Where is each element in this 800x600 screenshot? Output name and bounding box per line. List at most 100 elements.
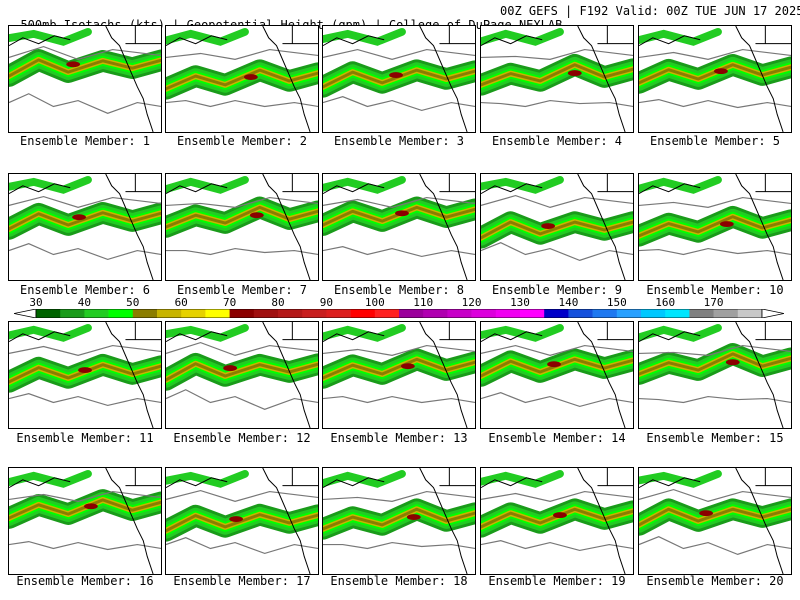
coastline [262, 26, 311, 132]
jet-streak-band [323, 507, 475, 531]
political-border [755, 468, 791, 487]
ensemble-member-caption: Ensemble Member: 11 [16, 431, 154, 445]
height-contour [481, 242, 633, 261]
coastline [577, 322, 626, 428]
colorbar-tick-label: 130 [510, 296, 530, 309]
jet-streak-band [166, 513, 318, 533]
jet-streak-band [639, 352, 791, 376]
coastline [735, 322, 784, 428]
political-border [597, 322, 633, 341]
jet-streak-band [323, 175, 406, 194]
jet-core-max [714, 68, 728, 75]
political-border [755, 322, 791, 341]
jet-core-max [553, 512, 567, 519]
colorbar-swatch [737, 309, 763, 318]
coastline [639, 477, 701, 489]
height-contour [166, 99, 318, 108]
political-border [755, 26, 791, 45]
ensemble-map-panel [638, 25, 792, 133]
ensemble-map-svg [323, 322, 475, 428]
colorbar-swatch [713, 309, 739, 318]
ensemble-map-svg [481, 26, 633, 132]
colorbar-tick-label: 80 [271, 296, 285, 309]
ensemble-map-panel [480, 25, 634, 133]
ensemble-map-svg [9, 468, 161, 574]
height-contour [481, 48, 633, 60]
colorbar-tick-label: 90 [319, 296, 334, 309]
colorbar-tick-label: 100 [364, 296, 385, 309]
height-contour [639, 536, 791, 555]
jet-streak-band [9, 469, 92, 488]
colorbar-swatch [326, 309, 351, 318]
ensemble-map-svg [639, 26, 791, 132]
colorbar-tick-label: 120 [461, 296, 482, 309]
political-border [439, 468, 475, 487]
political-border [282, 468, 318, 487]
colorbar-tick-label: 60 [174, 296, 188, 309]
colorbar-swatch [350, 309, 376, 318]
ensemble-map-panel [480, 173, 634, 281]
height-contour [9, 393, 161, 407]
height-contour [481, 194, 633, 208]
ensemble-member-caption: Ensemble Member: 8 [333, 283, 465, 297]
jet-streak-band [9, 27, 92, 46]
ensemble-map-svg [166, 322, 318, 428]
jet-streak-band [481, 220, 633, 240]
ensemble-map-svg [166, 468, 318, 574]
coastline [577, 468, 626, 574]
height-contour [481, 344, 633, 356]
jet-streak-band [639, 507, 791, 527]
height-contour [9, 541, 161, 551]
ensemble-map-svg [323, 26, 475, 132]
colorbar-swatch [665, 309, 690, 318]
colorbar-tick-label: 170 [703, 296, 724, 309]
ensemble-map-svg [481, 174, 633, 280]
colorbar-swatch [302, 309, 327, 318]
jet-core-max [719, 221, 734, 227]
header-right-text: 00Z GEFS | F192 Valid: 00Z TUE JUN 17 20… [500, 4, 800, 18]
ensemble-map-panel [165, 321, 319, 429]
colorbar-swatch [495, 309, 521, 318]
colorbar-swatch [447, 309, 472, 318]
colorbar-swatch [641, 309, 666, 318]
colorbar-swatch [616, 309, 642, 318]
coastline [735, 468, 784, 574]
height-contour [323, 196, 475, 208]
jet-core-max [541, 223, 556, 229]
height-contour [166, 247, 318, 256]
coastline [323, 183, 385, 195]
colorbar-swatch [132, 309, 158, 318]
jet-streak-band [166, 175, 249, 194]
jet-streak-band [481, 63, 633, 87]
coastline [481, 331, 543, 343]
colorbar-swatch [253, 309, 279, 318]
ensemble-map-svg [323, 174, 475, 280]
ensemble-map-panel [8, 25, 162, 133]
height-contour [481, 392, 633, 408]
colorbar-swatch [108, 309, 134, 318]
colorbar-right-arrow [761, 309, 784, 318]
political-border [597, 468, 633, 487]
ensemble-member-caption: Ensemble Member: 9 [491, 283, 623, 297]
coastline [166, 35, 228, 47]
ensemble-member-caption: Ensemble Member: 16 [16, 574, 154, 588]
political-border [439, 322, 475, 341]
coastline [105, 174, 154, 280]
jet-streak-band [323, 469, 406, 488]
coastline [9, 331, 71, 343]
coastline [481, 477, 543, 489]
ensemble-map-panel [480, 321, 634, 429]
jet-streak-band [9, 175, 92, 194]
height-contour [9, 195, 161, 208]
jet-core-max [249, 212, 264, 219]
ensemble-member-caption: Ensemble Member: 2 [176, 134, 308, 148]
ensemble-map-panel [322, 467, 476, 575]
coastline [9, 183, 71, 195]
ensemble-member-caption: Ensemble Member: 14 [488, 431, 626, 445]
ensemble-member-caption: Ensemble Member: 15 [646, 431, 784, 445]
colorbar-tick-label: 140 [558, 296, 579, 309]
colorbar-swatch [520, 309, 545, 318]
ensemble-member-caption: Ensemble Member: 5 [649, 134, 781, 148]
height-contour [639, 344, 791, 356]
jet-streak-band [166, 68, 318, 91]
